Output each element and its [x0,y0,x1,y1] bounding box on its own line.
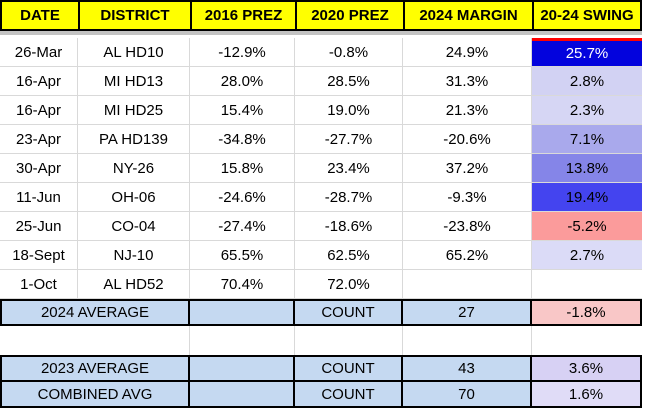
table-row: 23-Apr PA HD139 -34.8% -27.7% -20.6% 7.1… [0,125,642,154]
cell-swing[interactable]: 25.7% [532,38,642,67]
cell-date[interactable]: 25-Jun [0,212,78,241]
empty-cell [295,326,403,355]
cell-swing[interactable]: 2.8% [532,67,642,96]
cell-2016-prez[interactable]: 70.4% [190,270,295,299]
cell-date[interactable]: 18-Sept [0,241,78,270]
cell-2020-prez[interactable]: -18.6% [295,212,403,241]
column-header-2024-margin[interactable]: 2024 MARGIN [403,2,532,29]
summary-count-label[interactable]: COUNT [295,301,403,324]
column-header-2024-swing[interactable]: 20-24 SWING [532,2,642,29]
table-row: 26-Mar AL HD10 -12.9% -0.8% 24.9% 25.7% [0,38,642,67]
cell-2024-margin[interactable] [403,270,532,299]
table-row: 30-Apr NY-26 15.8% 23.4% 37.2% 13.8% [0,154,642,183]
cell-district[interactable]: MI HD13 [78,67,190,96]
cell-2016-prez[interactable]: 15.4% [190,96,295,125]
summary-count-label[interactable]: COUNT [295,357,403,380]
cell-2024-margin[interactable]: 37.2% [403,154,532,183]
cell-2020-prez[interactable]: -0.8% [295,38,403,67]
cell-district[interactable]: CO-04 [78,212,190,241]
empty-row [0,326,642,355]
column-header-2020-prez[interactable]: 2020 PREZ [295,2,403,29]
empty-cell [0,326,190,355]
cell-date[interactable]: 23-Apr [0,125,78,154]
summary-swing-value[interactable]: 1.6% [532,382,642,406]
cell-2020-prez[interactable]: -27.7% [295,125,403,154]
cell-district[interactable]: OH-06 [78,183,190,212]
column-header-2016-prez[interactable]: 2016 PREZ [190,2,295,29]
cell-district[interactable]: NY-26 [78,154,190,183]
cell-swing[interactable]: 13.8% [532,154,642,183]
summary-label[interactable]: 2024 AVERAGE [0,301,190,324]
cell-district[interactable]: MI HD25 [78,96,190,125]
cell-district[interactable]: NJ-10 [78,241,190,270]
cell-date[interactable]: 1-Oct [0,270,78,299]
cell-2016-prez[interactable]: -12.9% [190,38,295,67]
summary-swing-value[interactable]: -1.8% [532,301,642,324]
cell-swing[interactable] [532,270,642,299]
cell-2024-margin[interactable]: -9.3% [403,183,532,212]
summary-empty-cell[interactable] [190,357,295,380]
table-row: 16-Apr MI HD25 15.4% 19.0% 21.3% 2.3% [0,96,642,125]
summary-label[interactable]: COMBINED AVG [0,382,190,406]
cell-2024-margin[interactable]: 24.9% [403,38,532,67]
cell-district[interactable]: AL HD52 [78,270,190,299]
row-divider [0,31,642,38]
summary-row-2023-average: 2023 AVERAGE COUNT 43 3.6% [0,355,642,382]
cell-2024-margin[interactable]: -20.6% [403,125,532,154]
cell-2016-prez[interactable]: -34.8% [190,125,295,154]
summary-label[interactable]: 2023 AVERAGE [0,357,190,380]
cell-2024-margin[interactable]: 65.2% [403,241,532,270]
summary-count-label[interactable]: COUNT [295,382,403,406]
cell-swing[interactable]: -5.2% [532,212,642,241]
cell-date[interactable]: 26-Mar [0,38,78,67]
cell-2020-prez[interactable]: 19.0% [295,96,403,125]
table-row: 25-Jun CO-04 -27.4% -18.6% -23.8% -5.2% [0,212,642,241]
cell-2020-prez[interactable]: 28.5% [295,67,403,96]
empty-cell [403,326,532,355]
table-row: 18-Sept NJ-10 65.5% 62.5% 65.2% 2.7% [0,241,642,270]
cell-swing[interactable]: 19.4% [532,183,642,212]
cell-2016-prez[interactable]: 28.0% [190,67,295,96]
summary-swing-value[interactable]: 3.6% [532,357,642,380]
cell-date[interactable]: 11-Jun [0,183,78,212]
summary-count-value[interactable]: 70 [403,382,532,406]
cell-2020-prez[interactable]: 72.0% [295,270,403,299]
cell-district[interactable]: PA HD139 [78,125,190,154]
cell-swing[interactable]: 2.7% [532,241,642,270]
header-row: DATE DISTRICT 2016 PREZ 2020 PREZ 2024 M… [0,0,642,31]
column-header-district[interactable]: DISTRICT [78,2,190,29]
cell-2024-margin[interactable]: 21.3% [403,96,532,125]
cell-2020-prez[interactable]: 23.4% [295,154,403,183]
cell-swing[interactable]: 2.3% [532,96,642,125]
cell-2024-margin[interactable]: 31.3% [403,67,532,96]
empty-cell [190,326,295,355]
cell-2016-prez[interactable]: -24.6% [190,183,295,212]
summary-row-2024-average: 2024 AVERAGE COUNT 27 -1.8% [0,299,642,326]
cell-2020-prez[interactable]: -28.7% [295,183,403,212]
cell-2016-prez[interactable]: 15.8% [190,154,295,183]
summary-row-combined-avg: COMBINED AVG COUNT 70 1.6% [0,382,642,408]
cell-district[interactable]: AL HD10 [78,38,190,67]
empty-cell [532,326,642,355]
table-row: 11-Jun OH-06 -24.6% -28.7% -9.3% 19.4% [0,183,642,212]
cell-2016-prez[interactable]: -27.4% [190,212,295,241]
table-row: 1-Oct AL HD52 70.4% 72.0% [0,270,642,299]
cell-swing[interactable]: 7.1% [532,125,642,154]
cell-date[interactable]: 16-Apr [0,96,78,125]
summary-count-value[interactable]: 27 [403,301,532,324]
summary-count-value[interactable]: 43 [403,357,532,380]
cell-2024-margin[interactable]: -23.8% [403,212,532,241]
summary-empty-cell[interactable] [190,301,295,324]
table-row: 16-Apr MI HD13 28.0% 28.5% 31.3% 2.8% [0,67,642,96]
summary-empty-cell[interactable] [190,382,295,406]
cell-2016-prez[interactable]: 65.5% [190,241,295,270]
cell-date[interactable]: 16-Apr [0,67,78,96]
cell-2020-prez[interactable]: 62.5% [295,241,403,270]
column-header-date[interactable]: DATE [0,2,78,29]
cell-date[interactable]: 30-Apr [0,154,78,183]
